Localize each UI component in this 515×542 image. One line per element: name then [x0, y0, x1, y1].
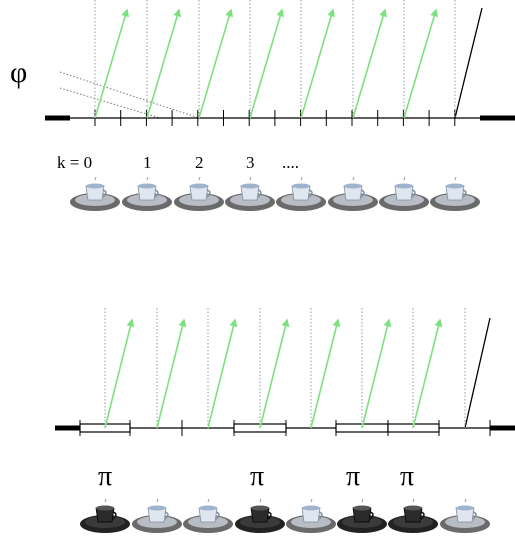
steam: [361, 498, 364, 503]
phase-vector: [352, 8, 388, 119]
cup-rim: [456, 505, 474, 511]
steam: [94, 176, 97, 181]
cup-rim: [404, 505, 422, 511]
cup-handle: [267, 511, 272, 520]
phase-vector: [104, 318, 135, 429]
cup-handle: [472, 511, 477, 520]
cup-rim: [395, 183, 413, 189]
cup-handle: [308, 189, 313, 198]
phase-vector: [207, 318, 238, 429]
steam: [464, 498, 467, 503]
phase-vector: [156, 318, 187, 429]
pi-label: π: [400, 461, 414, 492]
phase-vector: [361, 318, 392, 429]
cup-rim: [199, 505, 217, 511]
final-vector: [454, 7, 483, 119]
steam: [403, 176, 406, 181]
steam: [310, 498, 313, 503]
pi-label: π: [346, 461, 360, 492]
steam: [104, 498, 107, 503]
cup-handle: [215, 511, 220, 520]
final-vector: [464, 317, 491, 429]
cup-rim: [241, 183, 259, 189]
bottom-panel: π π π π: [55, 308, 515, 533]
steam: [412, 498, 415, 503]
cup-rim: [302, 505, 320, 511]
index-label: 2: [195, 153, 204, 172]
phi-label: φ: [10, 56, 27, 89]
pi-label: π: [98, 461, 112, 492]
index-label: k = 0: [57, 153, 92, 172]
phase-guide: [59, 71, 200, 119]
cup-handle: [420, 511, 425, 520]
phase-vector: [412, 318, 443, 429]
cup-handle: [112, 511, 117, 520]
phase-vector: [403, 8, 439, 119]
cup-rim: [446, 183, 464, 189]
cup-handle: [411, 189, 416, 198]
steam: [198, 176, 201, 181]
index-label: 1: [143, 153, 152, 172]
steam: [454, 176, 457, 181]
cup-rim: [251, 505, 269, 511]
steam: [259, 498, 262, 503]
cup-rim: [292, 183, 310, 189]
cup-rim: [138, 183, 156, 189]
cup-handle: [206, 189, 211, 198]
cup-handle: [360, 189, 365, 198]
cup-handle: [154, 189, 159, 198]
index-label: 3: [246, 153, 255, 172]
steam: [156, 498, 159, 503]
index-label: ....: [282, 153, 299, 172]
steam: [249, 176, 252, 181]
phase-guide: [59, 87, 161, 119]
steam: [207, 498, 210, 503]
cup-handle: [164, 511, 169, 520]
cup-handle: [462, 189, 467, 198]
phase-vector: [300, 8, 336, 119]
cup-rim: [344, 183, 362, 189]
steam: [300, 176, 303, 181]
steam: [352, 176, 355, 181]
phase-vector: [198, 8, 234, 119]
cup-rim: [96, 505, 114, 511]
steam: [146, 176, 149, 181]
phase-vector: [310, 318, 341, 429]
cup-rim: [86, 183, 104, 189]
cup-handle: [369, 511, 374, 520]
phase-vector: [146, 8, 182, 119]
cup-handle: [257, 189, 262, 198]
phase-vector: [249, 8, 285, 119]
cup-rim: [353, 505, 371, 511]
cup-rim: [190, 183, 208, 189]
cup-rim: [148, 505, 166, 511]
pi-label: π: [250, 461, 264, 492]
top-panel: φ k = 0 1 2 3 ....: [10, 0, 515, 211]
phase-vector: [259, 318, 290, 429]
phase-vector: [94, 8, 130, 119]
cup-handle: [102, 189, 107, 198]
cup-handle: [318, 511, 323, 520]
